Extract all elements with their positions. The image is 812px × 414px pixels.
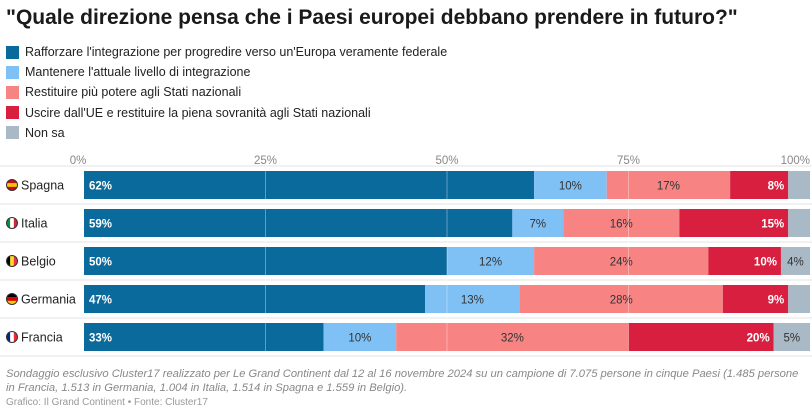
bar-segment bbox=[628, 323, 774, 351]
data-label: 9% bbox=[768, 295, 785, 307]
tick-label: 50% bbox=[435, 155, 458, 167]
legend-label: Uscire dall'UE e restituire la piena sov… bbox=[25, 105, 371, 120]
data-label: 4% bbox=[787, 257, 804, 269]
category-label: Germania bbox=[21, 293, 76, 307]
bar-segment bbox=[84, 209, 513, 237]
legend-swatch bbox=[6, 85, 19, 99]
data-label: 12% bbox=[479, 257, 502, 269]
bar-segment bbox=[519, 285, 723, 313]
category-label: Belgio bbox=[21, 255, 56, 269]
bar-segment bbox=[773, 323, 810, 351]
flag-france-icon bbox=[6, 331, 18, 343]
data-label: 5% bbox=[784, 333, 801, 345]
data-label: 7% bbox=[529, 219, 546, 231]
data-label: 59% bbox=[89, 219, 112, 231]
bar-segment bbox=[730, 171, 789, 199]
footnote: Sondaggio esclusivo Cluster17 realizzato… bbox=[6, 368, 799, 394]
legend: Rafforzare l'integrazione per progredire… bbox=[6, 42, 447, 143]
bar-segment bbox=[788, 171, 810, 199]
bar-segment bbox=[780, 247, 810, 275]
tick-label: 75% bbox=[617, 155, 640, 167]
legend-swatch bbox=[6, 126, 19, 140]
legend-swatch bbox=[6, 65, 19, 79]
flag-spain-icon bbox=[6, 179, 18, 191]
bar-segment bbox=[788, 209, 810, 237]
data-label: 28% bbox=[610, 295, 633, 307]
flag-belgium-icon bbox=[6, 255, 18, 267]
tick-label: 100% bbox=[781, 155, 810, 167]
bar-segment bbox=[323, 323, 397, 351]
bar-segment bbox=[447, 247, 535, 275]
legend-item-federale: Rafforzare l'integrazione per progredire… bbox=[6, 42, 447, 62]
bar-segment bbox=[425, 285, 520, 313]
category-label: Francia bbox=[21, 331, 63, 345]
legend-label: Restituire più potere agli Stati naziona… bbox=[25, 85, 242, 100]
data-label: 10% bbox=[559, 181, 582, 193]
legend-item-restituire: Restituire più potere agli Stati naziona… bbox=[6, 82, 447, 102]
data-label: 47% bbox=[89, 295, 112, 307]
bar-segment bbox=[788, 285, 810, 313]
bar-segment bbox=[606, 171, 731, 199]
data-label: 15% bbox=[761, 219, 784, 231]
data-label: 17% bbox=[657, 181, 680, 193]
tick-label: 25% bbox=[254, 155, 277, 167]
legend-swatch bbox=[6, 45, 19, 59]
bar-segment bbox=[708, 247, 781, 275]
category-label: Italia bbox=[21, 217, 47, 231]
bar-segment bbox=[84, 247, 447, 275]
bar-segment bbox=[534, 247, 709, 275]
legend-label: Mantenere l'attuale livello di integrazi… bbox=[25, 65, 251, 80]
data-label: 33% bbox=[89, 333, 112, 345]
bar-segment bbox=[722, 285, 789, 313]
bar-segment bbox=[679, 209, 789, 237]
data-label: 16% bbox=[610, 219, 633, 231]
data-label: 50% bbox=[89, 257, 112, 269]
legend-label: Rafforzare l'integrazione per progredire… bbox=[25, 45, 448, 60]
credit: Grafico: Il Grand Continent • Fonte: Clu… bbox=[6, 397, 208, 408]
legend-item-non-sa: Non sa bbox=[6, 123, 447, 143]
flag-italy-icon bbox=[6, 217, 18, 229]
data-label: 24% bbox=[610, 257, 633, 269]
chart-title: "Quale direzione pensa che i Paesi europ… bbox=[6, 6, 738, 29]
bar-segment bbox=[84, 285, 426, 313]
legend-item-mantenere: Mantenere l'attuale livello di integrazi… bbox=[6, 62, 447, 82]
data-label: 8% bbox=[768, 181, 785, 193]
data-label: 32% bbox=[501, 333, 524, 345]
bar-segment bbox=[396, 323, 629, 351]
category-label: Spagna bbox=[21, 179, 64, 193]
data-label: 62% bbox=[89, 181, 112, 193]
flag-germany-icon bbox=[6, 293, 18, 305]
data-label: 20% bbox=[747, 333, 770, 345]
bar-segment bbox=[534, 171, 607, 199]
legend-swatch bbox=[6, 106, 19, 120]
bar-segment bbox=[84, 171, 535, 199]
data-label: 10% bbox=[348, 333, 371, 345]
tick-label: 0% bbox=[70, 155, 87, 167]
bar-segment bbox=[563, 209, 680, 237]
bar-segment bbox=[512, 209, 564, 237]
legend-item-uscire: Uscire dall'UE e restituire la piena sov… bbox=[6, 103, 447, 123]
data-label: 10% bbox=[754, 257, 777, 269]
data-label: 13% bbox=[461, 295, 484, 307]
bar-segment bbox=[84, 323, 324, 351]
legend-label: Non sa bbox=[25, 125, 65, 140]
